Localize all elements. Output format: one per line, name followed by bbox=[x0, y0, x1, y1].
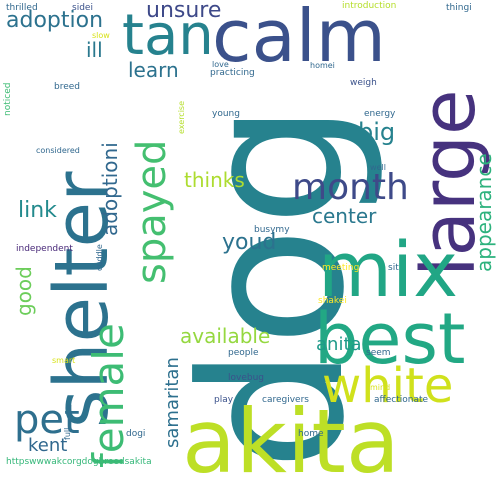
word-mix: mix bbox=[318, 225, 459, 314]
word-learn: learn bbox=[128, 58, 179, 82]
word-thinks: thinks bbox=[184, 168, 245, 192]
word-exercise: exercise bbox=[177, 100, 186, 134]
word-dogi: dogi bbox=[126, 429, 146, 439]
word-tan: tan bbox=[122, 3, 214, 68]
word-month: month bbox=[292, 167, 409, 208]
word-unsure: unsure bbox=[146, 0, 222, 23]
word-akita: akita bbox=[182, 390, 400, 493]
word-energy: energy bbox=[364, 109, 396, 119]
word-full: full bbox=[63, 427, 72, 440]
word-home: home bbox=[298, 429, 324, 439]
word-best: best bbox=[314, 298, 466, 380]
word-big: big bbox=[358, 118, 396, 146]
word-love: love bbox=[212, 60, 229, 69]
word-youd: youd bbox=[222, 230, 277, 255]
word-mind: mind bbox=[370, 383, 391, 392]
word-anita: anita bbox=[316, 334, 362, 355]
word-seem: seem bbox=[366, 348, 391, 358]
word-noticed: noticed bbox=[3, 82, 13, 116]
word-homei: homei bbox=[310, 61, 335, 70]
word-people: people bbox=[228, 348, 259, 358]
word-young: young bbox=[212, 109, 240, 119]
word-center: center bbox=[312, 204, 377, 228]
word-considered: considered bbox=[36, 146, 80, 155]
word-appearance: appearance bbox=[472, 153, 496, 272]
word-link: link bbox=[18, 198, 57, 223]
word-practicing: practicing bbox=[210, 68, 255, 78]
word-shakei: shakei bbox=[318, 296, 347, 306]
word-url: httpswwwakcorgdogbreedsakita bbox=[6, 457, 152, 467]
word-caregivers: caregivers bbox=[262, 395, 309, 405]
word-sit: sit bbox=[388, 263, 399, 273]
word-cuddle: cuddle bbox=[95, 244, 104, 271]
word-meeting: meeting bbox=[322, 263, 360, 273]
word-affectionate: affectionate bbox=[374, 395, 429, 405]
word-introduction: introduction bbox=[342, 1, 397, 11]
word-adoptioni: adoptioni bbox=[98, 142, 122, 236]
word-smart: smart bbox=[52, 356, 76, 365]
word-independent: independent bbox=[16, 244, 73, 254]
word-well: well bbox=[370, 163, 386, 172]
word-weigh: weigh bbox=[350, 78, 377, 88]
word-samaritan: samaritan bbox=[162, 357, 183, 448]
word-good: good bbox=[12, 266, 36, 316]
word-breed: breed bbox=[54, 82, 81, 92]
word-kent: kent bbox=[28, 435, 68, 456]
word-busymy: busymy bbox=[254, 225, 290, 235]
word-calm: calm bbox=[212, 0, 386, 78]
word-available: available bbox=[180, 324, 271, 348]
word-play: play bbox=[214, 395, 234, 405]
word-spayed: spayed bbox=[129, 139, 175, 284]
word-sidei: sidei bbox=[72, 3, 93, 13]
word-female: female bbox=[84, 323, 133, 468]
word-ill: ill bbox=[86, 38, 103, 62]
word-lovebug: lovebug bbox=[228, 373, 264, 383]
word-pet: pet bbox=[14, 397, 80, 443]
word-white: white bbox=[322, 358, 454, 414]
word-slow: slow bbox=[92, 31, 110, 40]
word-adoption: adoption bbox=[6, 8, 104, 33]
word-thingi: thingi bbox=[446, 3, 472, 13]
word-thrilled: thrilled bbox=[6, 3, 38, 13]
